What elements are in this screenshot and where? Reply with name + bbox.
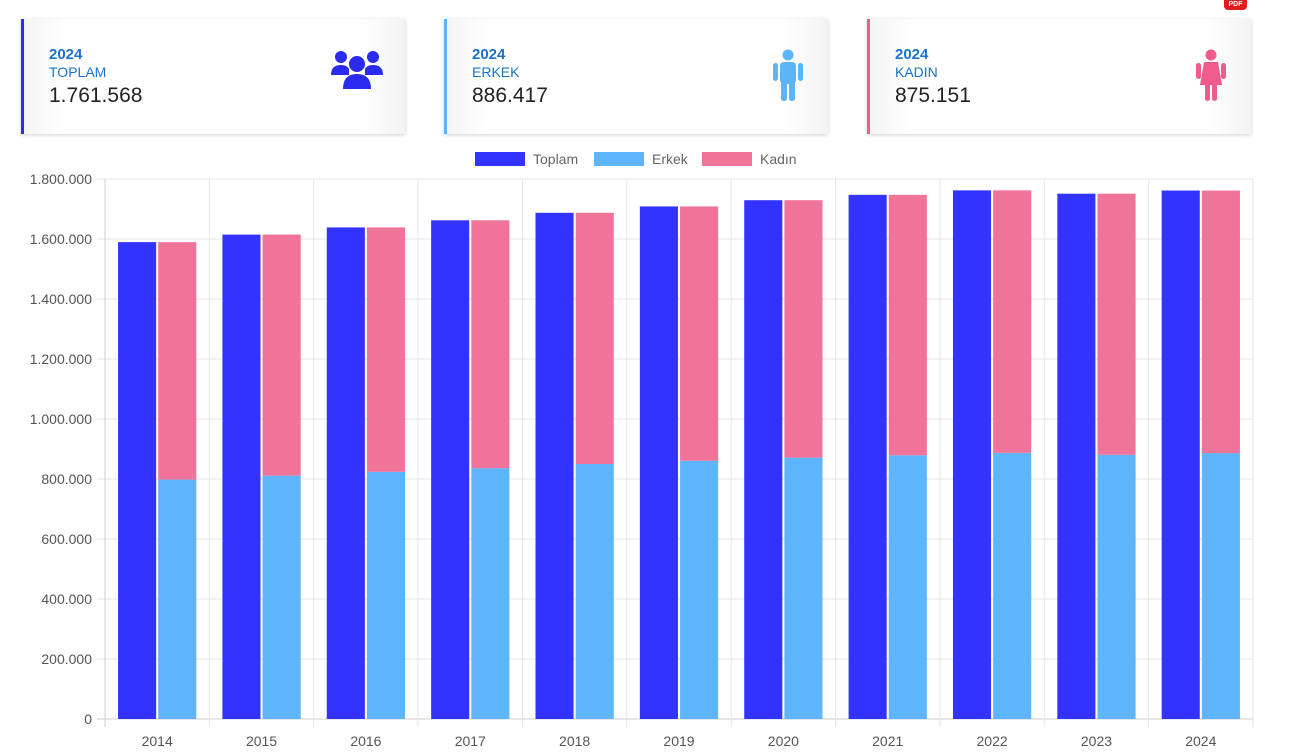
- bar-erkek: [575, 463, 614, 719]
- bar-kadin: [471, 220, 510, 469]
- group-users-icon: [331, 51, 383, 89]
- bar-toplam: [848, 194, 887, 719]
- x-tick-label: 2024: [1185, 733, 1216, 749]
- card-toplam: 2024 TOPLAM 1.761.568: [21, 19, 405, 134]
- legend-swatch: [475, 152, 525, 166]
- bar-toplam: [639, 206, 678, 719]
- bar-erkek: [1201, 453, 1240, 719]
- y-tick-label: 600.000: [41, 531, 92, 547]
- bar-toplam: [1057, 193, 1096, 719]
- card-year: 2024: [895, 46, 929, 63]
- card-year: 2024: [472, 46, 506, 63]
- card-accent: [21, 19, 24, 134]
- card-label: TOPLAM: [49, 64, 107, 80]
- x-tick-label: 2023: [1081, 733, 1112, 749]
- bar-toplam: [744, 200, 783, 720]
- card-accent: [867, 19, 870, 134]
- bar-erkek: [262, 475, 301, 719]
- card-erkek: 2024 ERKEK 886.417: [444, 19, 828, 134]
- bar-erkek: [993, 452, 1032, 719]
- bar-kadin: [1201, 190, 1240, 454]
- legend-label: Kadın: [760, 151, 797, 167]
- legend-swatch: [702, 152, 752, 166]
- bar-kadin: [158, 242, 197, 480]
- x-tick-label: 2014: [142, 733, 173, 749]
- bar-toplam: [326, 227, 365, 719]
- bar-kadin: [262, 234, 301, 476]
- card-value: 1.761.568: [49, 84, 143, 107]
- y-tick-label: 400.000: [41, 591, 92, 607]
- x-tick-label: 2015: [246, 733, 277, 749]
- bar-kadin: [366, 227, 406, 472]
- bar-kadin: [993, 190, 1032, 453]
- bar-toplam: [118, 242, 157, 719]
- bar-erkek: [784, 457, 823, 719]
- bar-erkek: [471, 468, 510, 719]
- x-tick-label: 2020: [768, 733, 799, 749]
- bar-kadin: [784, 200, 823, 458]
- x-tick-label: 2022: [977, 733, 1008, 749]
- x-tick-label: 2021: [872, 733, 903, 749]
- card-label: KADIN: [895, 64, 938, 80]
- y-tick-label: 800.000: [41, 471, 92, 487]
- x-tick-label: 2019: [663, 733, 694, 749]
- population-bar-chart: 0 200.000 400.000 600.000 800.000 1.000.000 1.…: [30, 151, 1254, 749]
- legend-swatch: [594, 152, 644, 166]
- y-tick-label: 0: [84, 711, 92, 727]
- x-tick-label: 2016: [350, 733, 381, 749]
- card-kadin: 2024 KADIN 875.151: [867, 19, 1251, 134]
- y-tick-label: 1.000.000: [30, 411, 92, 427]
- card-accent: [444, 19, 447, 134]
- card-year: 2024: [49, 46, 83, 63]
- legend-label: Erkek: [652, 151, 689, 167]
- pdf-download-badge[interactable]: PDF: [1224, 0, 1247, 10]
- bar-kadin: [680, 206, 719, 461]
- bar-toplam: [535, 212, 574, 719]
- bar-kadin: [575, 212, 614, 464]
- bar-erkek: [158, 479, 197, 719]
- card-label: ERKEK: [472, 64, 520, 80]
- bar-kadin: [888, 194, 927, 456]
- bar-toplam: [1161, 190, 1200, 719]
- bar-erkek: [680, 460, 719, 719]
- bar-toplam: [222, 234, 261, 719]
- card-value: 875.151: [895, 84, 971, 107]
- male-person-icon: [773, 49, 803, 101]
- bar-erkek: [888, 455, 927, 719]
- legend-label: Toplam: [533, 151, 578, 167]
- bar-toplam: [431, 220, 470, 719]
- x-tick-label: 2018: [559, 733, 590, 749]
- card-value: 886.417: [472, 84, 548, 107]
- bar-toplam: [952, 190, 992, 719]
- y-tick-label: 1.600.000: [30, 231, 92, 247]
- x-tick-label: 2017: [455, 733, 486, 749]
- y-tick-label: 1.800.000: [30, 171, 92, 187]
- female-person-icon: [1196, 49, 1226, 101]
- bar-erkek: [366, 471, 406, 719]
- y-tick-label: 200.000: [41, 651, 92, 667]
- bar-kadin: [1097, 193, 1136, 455]
- y-tick-label: 1.400.000: [30, 291, 92, 307]
- bar-erkek: [1097, 454, 1136, 719]
- y-tick-label: 1.200.000: [30, 351, 92, 367]
